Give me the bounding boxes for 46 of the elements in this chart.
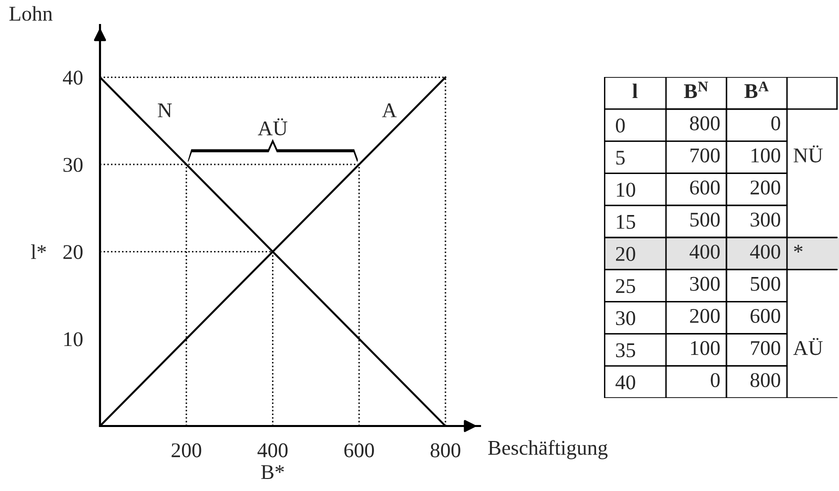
x-tick-label: B$^{N}$ <box>684 82 708 98</box>
data-label: 600 <box>690 180 720 195</box>
y-axis-title: Lohn <box>9 6 52 21</box>
x-tick-label: B$^{A}$ <box>744 82 769 98</box>
y-tick-label: 15 <box>616 214 636 229</box>
y2-tick-label: AÜ <box>793 338 823 356</box>
data-label: 200 <box>750 180 780 195</box>
y-tick-label: 35 <box>616 343 636 358</box>
y-tick-label: 10 <box>64 332 83 346</box>
data-label: 100 <box>752 148 780 162</box>
y-tick-label: 10 <box>616 182 636 197</box>
series-label: A <box>382 103 397 118</box>
y-tick-label: l* 20 <box>31 244 83 260</box>
data-label: 500 <box>750 276 780 291</box>
data-label: 400 <box>750 244 780 259</box>
y-tick-label: 30 <box>616 311 636 326</box>
y-axis-title: l <box>632 84 638 98</box>
x-tick-label: 400 B* <box>258 443 288 479</box>
series-label: N <box>158 104 172 118</box>
x-axis-title: Beschäftigung <box>488 440 608 460</box>
data-label: 0 <box>771 116 780 130</box>
y-tick-label: 40 <box>616 375 636 390</box>
data-label: 800 <box>750 373 780 388</box>
data-label: 400 <box>690 244 720 259</box>
data-label: 0 <box>710 373 720 388</box>
data-label: 300 <box>750 212 780 227</box>
data-label: 700 <box>690 148 720 162</box>
x-tick-label: 600 <box>344 443 374 458</box>
annotation: AÜ <box>258 118 288 136</box>
y2-tick-label: NÜ <box>794 145 823 162</box>
data-label: 600 <box>750 308 780 323</box>
y-tick-label: 0 <box>616 118 625 133</box>
data-label: 700 <box>751 341 780 356</box>
data-label: 100 <box>691 341 720 356</box>
data-label: 500 <box>690 212 720 227</box>
data-label: 800 <box>690 116 720 130</box>
x-tick-label: 200 <box>172 443 202 458</box>
y-tick-label: 5 <box>616 150 625 165</box>
y-tick-label: 30 <box>63 158 83 172</box>
y-tick-label: 20 <box>616 246 636 261</box>
y2-tick-label: * <box>794 244 802 253</box>
x-tick-label: 800 <box>430 443 460 458</box>
y-tick-label: 40 <box>62 70 83 85</box>
y-tick-label: 25 <box>616 279 636 294</box>
data-label: 300 <box>690 276 720 291</box>
data-label: 200 <box>690 308 720 323</box>
